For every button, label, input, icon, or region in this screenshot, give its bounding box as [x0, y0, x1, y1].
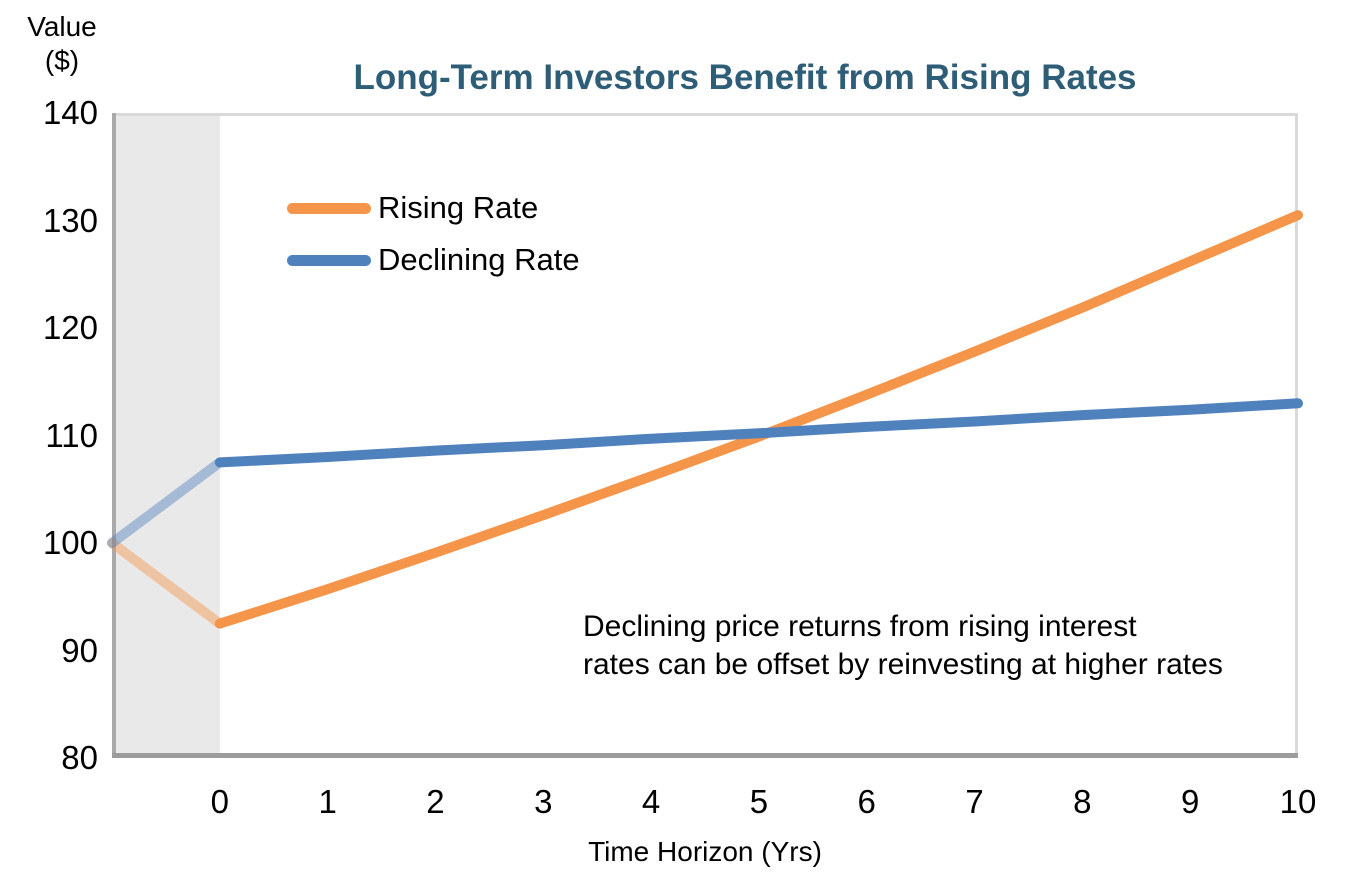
y-tick-label: 140 [42, 94, 98, 131]
legend: Rising Rate Declining Rate [287, 182, 580, 286]
y-axis-title: Value ($) [8, 10, 116, 78]
x-tick-label: 9 [1180, 783, 1200, 820]
y-tick-label: 90 [61, 631, 98, 669]
x-tick-label: 5 [749, 783, 769, 820]
annotation-line1: Declining price returns from rising inte… [583, 610, 1137, 643]
y-axis-title-line2: ($) [44, 45, 80, 76]
annotation-line2: rates can be offset by reinvesting at hi… [583, 648, 1223, 681]
legend-item-declining-rate: Declining Rate [287, 234, 580, 286]
y-tick-label: 110 [45, 416, 98, 454]
declining-rate-line [214, 398, 1303, 468]
declining-rate-line-pre-period [107, 457, 225, 548]
y-tick-label: 80 [61, 739, 98, 776]
x-tick-label: 6 [857, 783, 876, 820]
y-axis-title-line1: Value [27, 11, 97, 42]
x-tick-label: 3 [534, 783, 553, 820]
rising-rate-line-pre-period [107, 538, 225, 629]
rising-rate-swatch [287, 202, 371, 214]
chart-title: Long-Term Investors Benefit from Rising … [353, 58, 1137, 97]
legend-label-declining-rate: Declining Rate [378, 242, 580, 277]
plot-area [107, 113, 1303, 758]
y-tick-label: 130 [42, 201, 98, 239]
x-tick-label: 7 [965, 783, 984, 820]
annotation-text: Declining price returns from rising inte… [583, 608, 1223, 684]
y-tick-label: 100 [42, 524, 98, 561]
x-tick-label: 0 [210, 783, 229, 820]
x-tick-label: 10 [1279, 783, 1317, 820]
y-tick-label: 120 [42, 309, 98, 346]
x-axis-title: Time Horizon (Yrs) [588, 836, 822, 867]
x-tick-label: 4 [641, 783, 661, 820]
legend-label-rising-rate: Rising Rate [378, 190, 539, 225]
pre-period-shaded-band [112, 113, 220, 758]
declining-rate-swatch [287, 254, 371, 266]
x-tick-label: 1 [318, 783, 337, 820]
x-tick-label: 8 [1073, 783, 1092, 820]
x-tick-label: 2 [426, 783, 445, 820]
legend-item-rising-rate: Rising Rate [287, 182, 580, 234]
